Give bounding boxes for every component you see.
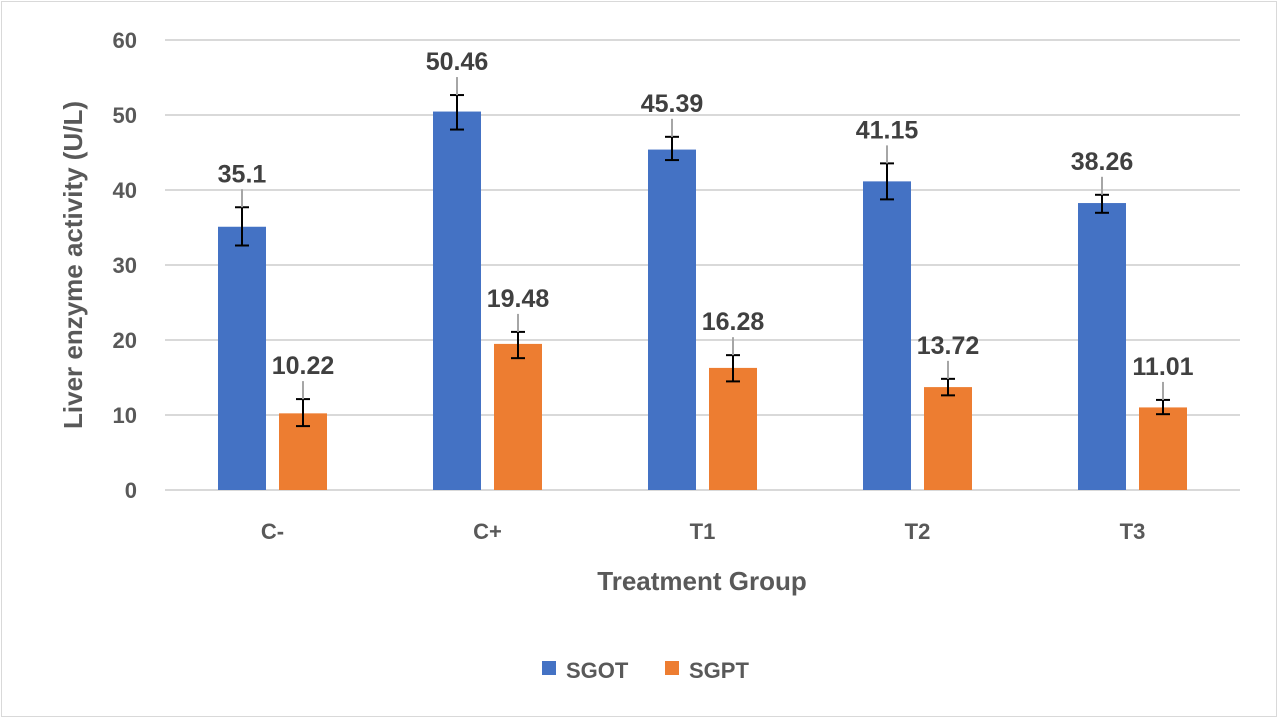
x-tick-label: T3 xyxy=(1120,519,1146,544)
x-tick-label: C+ xyxy=(473,519,502,544)
data-label-sgpt: 19.48 xyxy=(487,285,550,313)
y-tick-label: 30 xyxy=(113,253,137,278)
data-label-sgot: 50.46 xyxy=(426,48,489,76)
bar-sgot xyxy=(863,181,911,490)
error-bar xyxy=(235,189,249,247)
data-label-sgpt: 13.72 xyxy=(917,332,980,360)
bar-sgpt xyxy=(709,367,757,490)
bar-sgot xyxy=(433,111,481,491)
legend-item-sgot: SGOT xyxy=(542,658,629,683)
error-bar xyxy=(511,313,525,360)
bar-sgpt xyxy=(1139,407,1187,490)
error-bar xyxy=(726,337,740,383)
y-tick-label: 50 xyxy=(113,103,137,128)
data-labels: 35.1 10.22 50.46 19.48 45.39 16.28 41.15 13.72 3… xyxy=(218,48,1194,381)
y-tick-label: 60 xyxy=(113,28,137,53)
legend-swatch xyxy=(542,661,556,675)
error-bar xyxy=(296,381,310,428)
y-tick-label: 40 xyxy=(113,178,137,203)
legend-swatch xyxy=(665,661,679,675)
error-bars xyxy=(235,77,1170,428)
error-bar xyxy=(1095,176,1109,214)
data-label-sgpt: 11.01 xyxy=(1132,353,1193,381)
bars xyxy=(218,111,1187,491)
data-label-sgot: 38.26 xyxy=(1071,148,1134,176)
x-tick-label: T2 xyxy=(905,519,931,544)
y-tick-label: 0 xyxy=(125,478,137,503)
data-label-sgot: 45.39 xyxy=(641,90,704,118)
data-label-sgpt: 16.28 xyxy=(702,308,765,336)
data-label-sgot: 35.1 xyxy=(218,160,267,188)
x-axis-title: Treatment Group xyxy=(597,566,806,596)
legend: SGOT SGPT xyxy=(542,658,749,683)
legend-label: SGPT xyxy=(689,658,749,683)
y-tick-label: 20 xyxy=(113,328,137,353)
gridlines xyxy=(165,39,1240,491)
legend-item-sgpt: SGPT xyxy=(665,658,749,683)
error-bar xyxy=(1156,381,1170,416)
bar-sgot xyxy=(1078,203,1126,491)
data-label-sgot: 41.15 xyxy=(856,116,919,144)
bar-sgot xyxy=(218,226,266,490)
error-bar xyxy=(941,360,955,397)
error-bar xyxy=(450,77,464,131)
error-bar xyxy=(665,118,679,162)
y-tick-label: 10 xyxy=(113,403,137,428)
x-tick-label: C- xyxy=(261,519,284,544)
bar-sgpt xyxy=(494,343,542,490)
bar-sgot xyxy=(648,149,696,490)
data-label-sgpt: 10.22 xyxy=(272,352,335,380)
y-axis-title: Liver enzyme activity (U/L) xyxy=(58,101,88,429)
error-bar xyxy=(880,145,894,201)
x-tick-label: T1 xyxy=(690,519,716,544)
y-axis-ticks: 0 10 20 30 40 50 60 xyxy=(113,28,137,503)
x-axis-ticks: C- C+ T1 T2 T3 xyxy=(261,519,1145,544)
legend-label: SGOT xyxy=(566,658,629,683)
bar-sgpt xyxy=(924,387,972,490)
